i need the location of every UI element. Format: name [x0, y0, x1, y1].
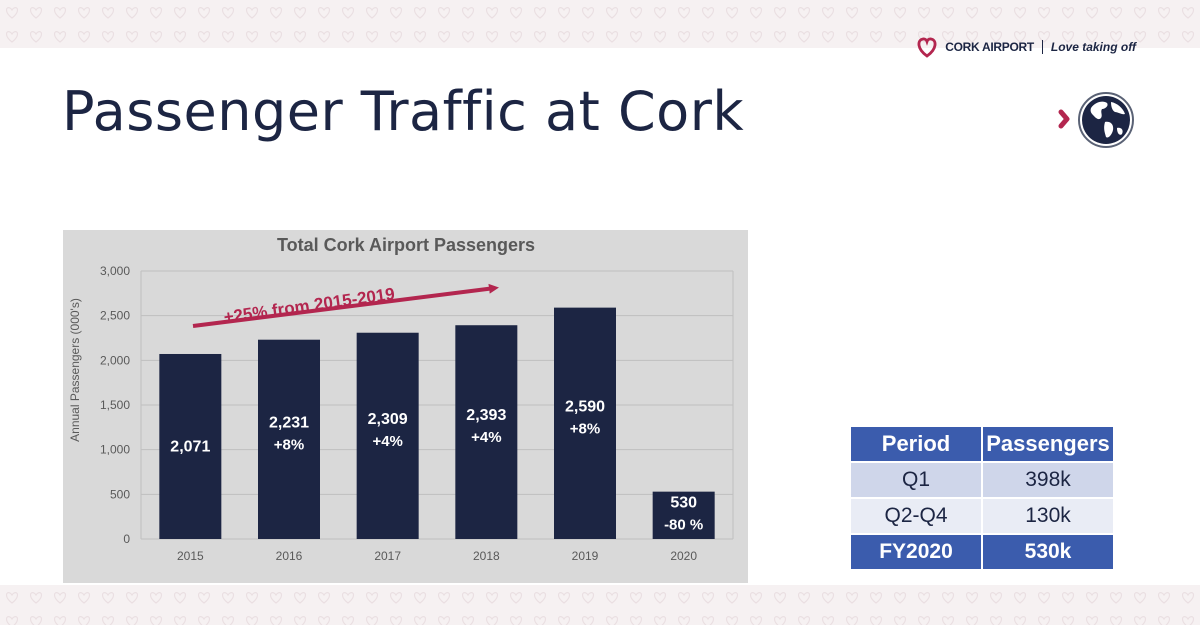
table-row: Q1 398k	[849, 461, 1115, 499]
data-label-change: +4%	[372, 433, 402, 450]
bar-chart-svg: Total Cork Airport Passengers Annual Pas…	[68, 235, 734, 563]
y-tick-label: 3,000	[100, 264, 130, 278]
footer-pattern-band	[0, 585, 1200, 625]
x-tick-label: 2018	[473, 549, 500, 563]
bar-2015	[159, 353, 222, 539]
y-tick-label: 2,000	[100, 353, 130, 367]
heart-icon	[917, 37, 937, 58]
brand-name: CORK AIRPORT	[945, 40, 1034, 54]
globe-badge	[1055, 90, 1140, 152]
table-cell-period: Q2-Q4	[849, 497, 983, 535]
brand-logo: CORK AIRPORT Love taking off	[915, 36, 1136, 58]
header-pattern-band	[0, 0, 1200, 48]
y-tick-label: 500	[110, 487, 130, 501]
x-tick-label: 2020	[670, 549, 697, 563]
y-tick-label: 1,000	[100, 443, 130, 457]
brand-divider	[1041, 40, 1043, 54]
table-header-passengers: Passengers	[981, 425, 1115, 463]
passenger-period-table: Period Passengers Q1 398k Q2-Q4 130k FY2…	[849, 425, 1115, 571]
trend-arrow	[192, 283, 499, 328]
bar-2018	[455, 325, 518, 539]
y-tick-label: 2,500	[100, 309, 130, 323]
trend-annotation: +25% from 2015-2019	[223, 284, 396, 327]
x-tick-label: 2017	[374, 549, 401, 563]
table-header-row: Period Passengers	[849, 425, 1115, 463]
data-label-value: 2,590	[565, 398, 605, 415]
passenger-chart: Total Cork Airport Passengers Annual Pas…	[63, 230, 748, 583]
table-row: Q2-Q4 130k	[849, 497, 1115, 535]
bar-2020	[652, 491, 715, 539]
data-label-value: 530	[670, 495, 697, 512]
table-total-passengers: 530k	[981, 533, 1115, 571]
y-tick-label: 1,500	[100, 398, 130, 412]
table-cell-passengers: 398k	[981, 461, 1115, 499]
table-total-period: FY2020	[849, 533, 983, 571]
x-tick-label: 2019	[572, 549, 599, 563]
bar-2017	[356, 332, 419, 539]
table-cell-period: Q1	[849, 461, 983, 499]
brand-slogan: Love taking off	[1050, 40, 1136, 54]
data-label-value: 2,393	[466, 407, 506, 424]
y-tick-label: 0	[123, 532, 130, 546]
bar-2016	[258, 339, 320, 539]
data-label-change: -80 %	[664, 517, 703, 534]
page-title: Passenger Traffic at Cork	[62, 80, 745, 143]
chart-title: Total Cork Airport Passengers	[277, 235, 535, 255]
table-cell-passengers: 130k	[981, 497, 1115, 535]
data-label-value: 2,071	[170, 438, 210, 455]
pattern-decoration	[0, 0, 1200, 48]
globe-icon	[1058, 92, 1134, 148]
x-tick-label: 2015	[177, 549, 204, 563]
data-label-value: 2,231	[269, 414, 309, 431]
table-total-row: FY2020 530k	[849, 533, 1115, 571]
x-tick-label: 2016	[276, 549, 303, 563]
y-axis-label: Annual Passengers (000's)	[68, 298, 82, 442]
data-label-change: +8%	[274, 436, 304, 453]
data-label-change: +4%	[471, 429, 501, 446]
data-label-change: +8%	[570, 420, 600, 437]
pattern-decoration	[0, 585, 1200, 625]
bar-2019	[554, 307, 616, 539]
data-label-value: 2,309	[368, 411, 408, 428]
table-header-period: Period	[849, 425, 983, 463]
